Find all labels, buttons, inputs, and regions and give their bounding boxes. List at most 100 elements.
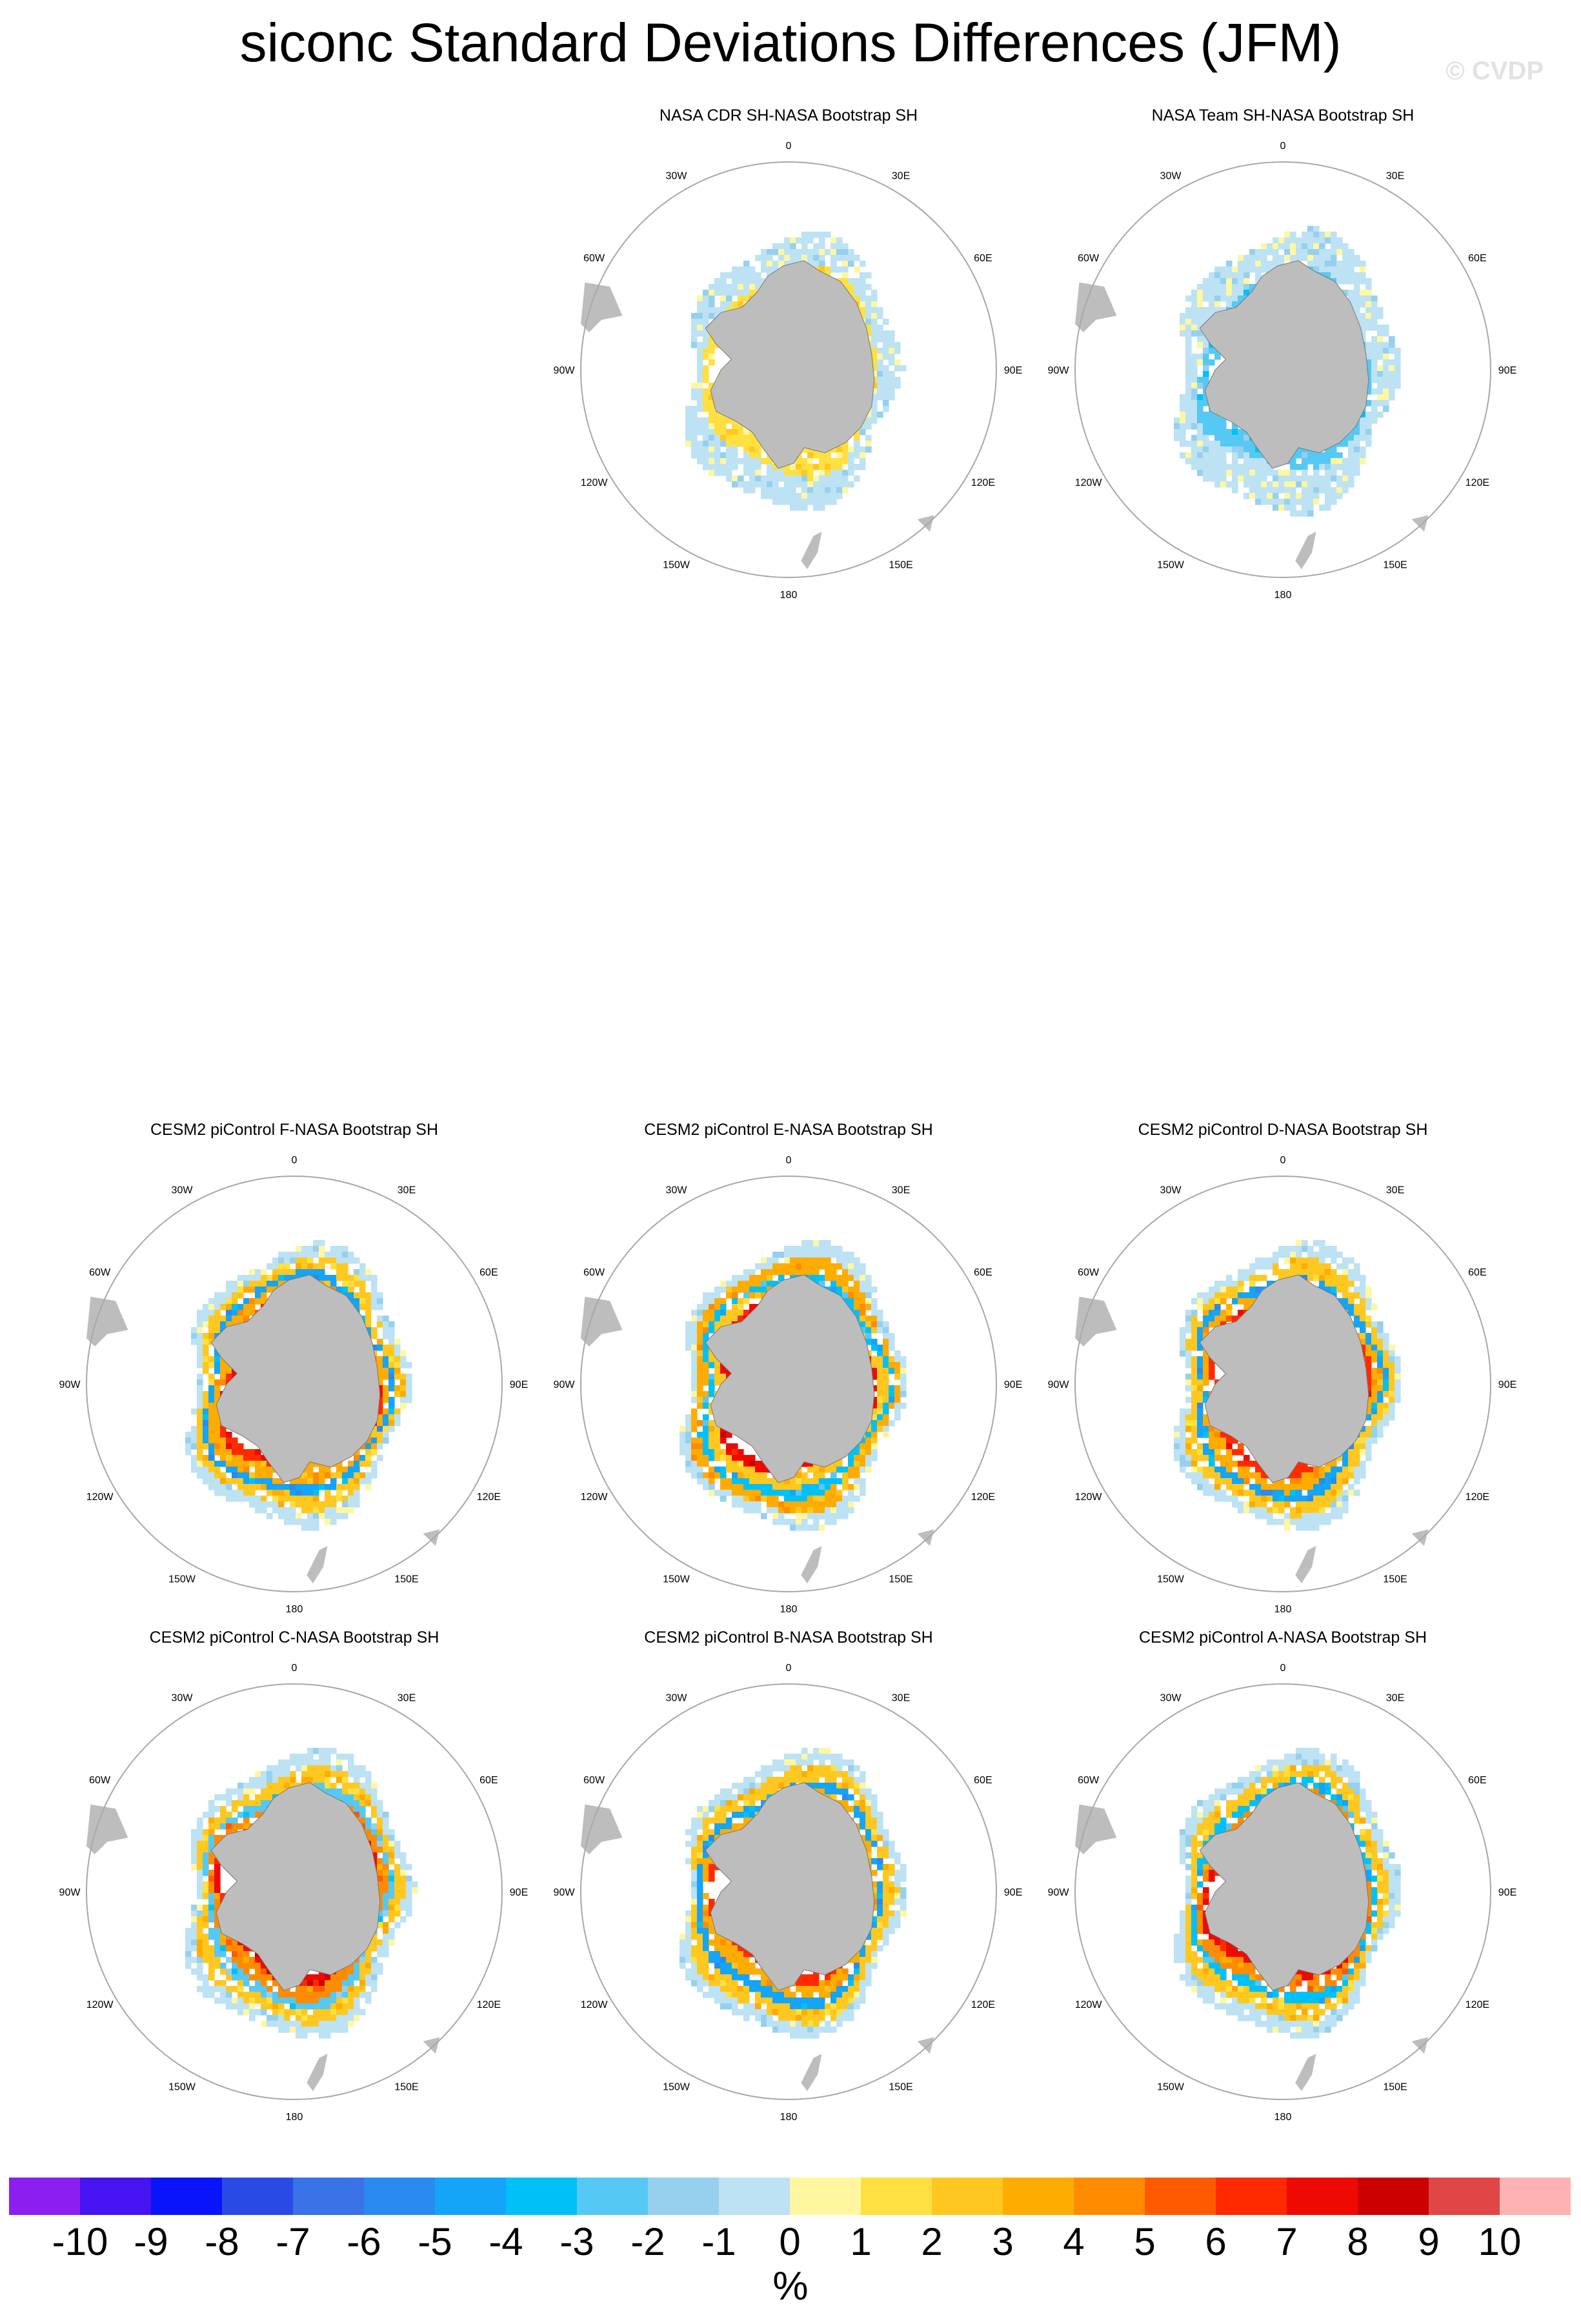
- ice-cell: [342, 1275, 348, 1281]
- ice-cell: [342, 1968, 348, 1975]
- ice-cell: [1365, 1339, 1372, 1345]
- ice-cell: [1302, 1275, 1308, 1281]
- ice-cell: [208, 1362, 215, 1368]
- ice-cell: [1197, 458, 1203, 465]
- ice-cell: [1226, 261, 1233, 267]
- ice-cell: [732, 1275, 738, 1281]
- ice-cell: [1325, 470, 1331, 476]
- ice-cell: [831, 1461, 837, 1467]
- ice-cell: [784, 470, 790, 476]
- ice-cell: [1197, 1472, 1203, 1479]
- ice-cell: [371, 1443, 378, 1450]
- ice-cell: [1214, 266, 1221, 273]
- ice-cell: [1360, 1304, 1366, 1310]
- ice-cell: [709, 1304, 715, 1310]
- ice-cell: [1261, 249, 1267, 255]
- ice-cell: [1325, 249, 1331, 255]
- ice-cell: [1342, 470, 1349, 476]
- ice-cell: [208, 1893, 215, 1899]
- ice-cell: [1313, 1269, 1320, 1276]
- ice-cell: [1331, 493, 1337, 499]
- ice-cell: [1383, 1408, 1389, 1415]
- ice-cell: [1203, 1484, 1209, 1490]
- ice-cell: [1197, 301, 1203, 308]
- ice-cell: [697, 1368, 703, 1374]
- ice-cell: [1342, 481, 1349, 488]
- ice-cell: [191, 1333, 197, 1339]
- ice-cell: [1365, 1426, 1372, 1432]
- ice-cell: [208, 1951, 215, 1958]
- ice-cell: [1174, 429, 1180, 436]
- ice-cell: [831, 266, 837, 273]
- ice-cell: [342, 1771, 348, 1778]
- ice-cell: [226, 1304, 232, 1310]
- longitude-label: 150W: [1157, 559, 1185, 570]
- ice-cell: [1278, 470, 1285, 476]
- ice-cell: [261, 1281, 267, 1287]
- ice-cell: [1371, 388, 1378, 395]
- ice-cell: [255, 1496, 261, 1502]
- ice-cell: [685, 441, 692, 447]
- ice-cell: [185, 1928, 192, 1934]
- ice-cell: [813, 1252, 820, 1258]
- ice-cell: [703, 1368, 709, 1374]
- ice-cell: [1232, 452, 1238, 459]
- ice-cell: [755, 464, 761, 470]
- ice-cell: [325, 1496, 331, 1502]
- ice-cell: [371, 1835, 378, 1841]
- ice-cell: [1360, 435, 1366, 441]
- ice-cell: [243, 1963, 250, 1969]
- ice-cell: [703, 1350, 709, 1357]
- ice-cell: [883, 336, 889, 343]
- ice-cell: [1383, 325, 1389, 331]
- ice-cell: [348, 1968, 354, 1975]
- ice-cell: [836, 1507, 843, 1514]
- ice-cell: [1244, 464, 1250, 470]
- ice-cell: [197, 1928, 203, 1934]
- ice-cell: [365, 1823, 372, 1830]
- ice-cell: [1232, 272, 1238, 279]
- ice-cell: [365, 1298, 372, 1305]
- ice-cell: [854, 290, 860, 296]
- ice-cell: [278, 1788, 285, 1795]
- ice-cell: [790, 237, 796, 244]
- ice-cell: [697, 1374, 703, 1380]
- ice-cell: [743, 1490, 750, 1496]
- ice-cell: [377, 1905, 383, 1911]
- ice-cell: [278, 1513, 285, 1519]
- ice-cell: [860, 1455, 866, 1461]
- ice-cell: [854, 1263, 860, 1270]
- ice-cell: [214, 1858, 221, 1865]
- ice-cell: [738, 1501, 744, 1508]
- ice-cell: [1354, 1292, 1360, 1299]
- ice-cell: [243, 1281, 250, 1287]
- ice-cell: [1278, 255, 1285, 261]
- ice-cell: [284, 1263, 290, 1270]
- ice-cell: [278, 1765, 285, 1772]
- ice-cell: [307, 1519, 314, 1525]
- ice-cell: [1313, 458, 1320, 465]
- ice-cell: [801, 1257, 808, 1264]
- ice-cell: [400, 1881, 407, 1888]
- ice-cell: [709, 1374, 715, 1380]
- ice-cell: [883, 377, 889, 383]
- ice-cell: [691, 1356, 698, 1363]
- ice-cell: [738, 1316, 744, 1322]
- ice-cell: [860, 1310, 866, 1316]
- ice-cell: [296, 1754, 302, 1760]
- ice-cell: [801, 1484, 808, 1490]
- ice-cell: [755, 272, 761, 279]
- ice-cell: [1278, 1519, 1285, 1525]
- ice-cell: [726, 1292, 732, 1299]
- ice-cell: [220, 1292, 227, 1299]
- ice-cell: [842, 458, 849, 465]
- ice-cell: [1238, 278, 1244, 285]
- ice-cell: [1336, 452, 1343, 459]
- ice-cell: [865, 325, 872, 331]
- ice-cell: [1185, 307, 1192, 314]
- ice-cell: [377, 1356, 383, 1363]
- ice-cell: [1354, 255, 1360, 261]
- ice-cell: [1354, 446, 1360, 453]
- ice-cell: [1325, 1501, 1331, 1508]
- ice-cell: [1319, 1519, 1325, 1525]
